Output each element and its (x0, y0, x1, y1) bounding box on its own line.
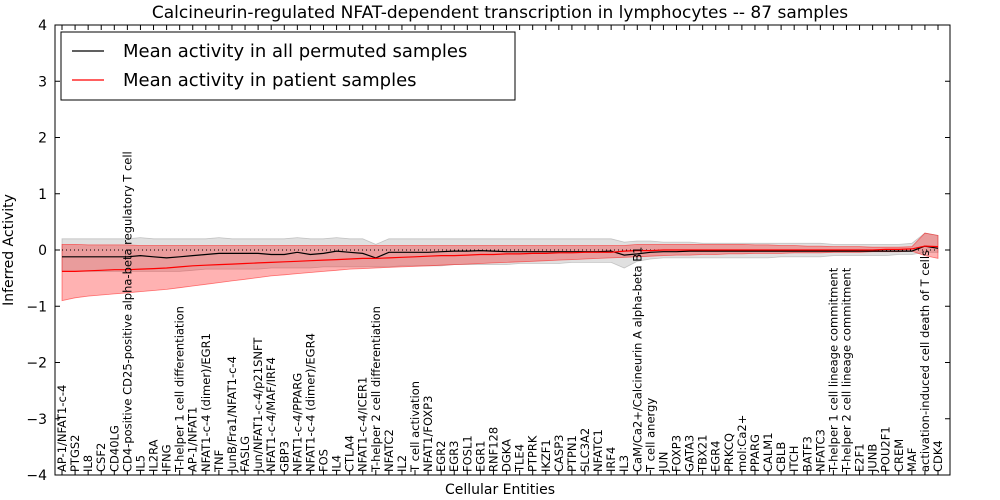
x-category-label: CDK4 (931, 440, 945, 472)
x-category-label: PTPRK (526, 435, 540, 472)
x-category-label: NFAT1-c-4 (dimer)/EGR4 (303, 333, 317, 472)
x-axis-label: Cellular Entities (445, 482, 555, 498)
x-category-label: GBP3 (277, 441, 291, 472)
x-category-label: FOS (317, 449, 331, 472)
y-tick-label: −4 (26, 468, 47, 484)
x-category-label: CD40LG (107, 425, 121, 472)
x-category-label: JUNB (866, 444, 880, 473)
x-category-label: CREM (892, 439, 906, 472)
x-category-label: T-helper 1 cell differentiation (173, 306, 187, 473)
x-category-label: EGR2 (434, 441, 448, 473)
x-category-label: EGR3 (447, 441, 461, 473)
x-category-label: NFAT1-c-4/PPARG (290, 373, 304, 472)
y-tick-label: −3 (26, 412, 47, 428)
y-tick-label: 2 (38, 131, 47, 147)
x-category-label: IFNG (160, 444, 174, 472)
x-category-label: GATA3 (683, 435, 697, 472)
x-category-label: TBX21 (696, 435, 710, 473)
x-category-label: FOSL1 (460, 435, 474, 472)
x-category-label: NFAT1/FOXP3 (421, 396, 435, 472)
y-axis-label: Inferred Activity (1, 194, 17, 306)
y-tick-label: 4 (38, 18, 47, 34)
x-category-label: E2F1 (853, 443, 867, 472)
x-category-label: JunB/Fra1/NFAT1-c-4 (225, 356, 239, 473)
chart-title: Calcineurin-regulated NFAT-dependent tra… (152, 3, 848, 23)
y-tick-label: −2 (26, 356, 47, 372)
y-tick-label: 3 (38, 74, 47, 90)
x-category-label: IL8 (81, 455, 95, 472)
x-category-label: NFATC2 (382, 429, 396, 472)
x-category-label: IL2RA (147, 439, 161, 472)
x-category-label: AP-1/NFAT1-c-4 (55, 385, 69, 472)
y-tick-label: −1 (26, 299, 47, 315)
x-category-label: CALM1 (761, 432, 775, 472)
x-category-label: NFAT1-c-4 (dimer)/EGR1 (199, 333, 213, 472)
x-category-label: EGR4 (709, 441, 723, 473)
x-category-label: RNF128 (487, 427, 501, 472)
x-category-label: CD4-positive CD25-positive alpha-beta re… (120, 151, 134, 472)
x-category-label: POU2F1 (879, 426, 893, 472)
x-category-label: IL3 (617, 455, 631, 472)
x-category-label: IL5 (133, 455, 147, 472)
x-category-label: CBLB (774, 442, 788, 472)
legend-box (60, 31, 516, 101)
x-category-label: CTLA4 (343, 435, 357, 472)
x-category-label: mol:Ca2+ (735, 415, 749, 472)
x-category-label: NFAT1-c-4/MAF/IRF4 (264, 357, 278, 472)
x-category-label: Jun/NFAT1-c-4/p21SNFT (251, 337, 265, 473)
y-tick-label: 0 (38, 243, 47, 259)
x-category-label: PTPN1 (565, 435, 579, 472)
x-category-label: T-helper 2 cell lineage commitment (840, 267, 854, 473)
series-line-0 (62, 245, 939, 259)
x-category-label: IL4 (330, 455, 344, 472)
x-category-label: TNF (212, 450, 226, 473)
x-category-label: CSF2 (94, 443, 108, 472)
x-category-label: PRKCQ (722, 433, 736, 472)
x-category-label: PPARG (748, 434, 762, 472)
x-category-label: MAF (905, 448, 919, 472)
x-category-label: IKZF1 (539, 439, 553, 472)
y-tick-label: 1 (38, 187, 47, 203)
x-category-label: IRF4 (604, 447, 618, 472)
x-category-label: ITCH (787, 446, 801, 472)
legend-label: Mean activity in patient samples (123, 70, 417, 91)
legend-label: Mean activity in all permuted samples (123, 41, 467, 62)
x-category-label: CASP3 (552, 435, 566, 472)
plot-frame (54, 24, 951, 476)
x-category-label: CaM/Ca2+/Calcineurin A alpha-beta B1 (630, 247, 644, 472)
x-category-label: NFATC3 (813, 429, 827, 472)
x-category-label: JUN (656, 452, 670, 473)
x-category-label: T cell anergy (643, 398, 657, 473)
x-category-label: FASLG (238, 436, 252, 472)
x-category-label: FOXP3 (670, 435, 684, 472)
x-category-label: AP-1/NFAT1 (186, 407, 200, 472)
x-category-label: T cell activation (408, 381, 422, 473)
x-category-label: EGR1 (473, 441, 487, 473)
x-category-label: DGKA (500, 439, 514, 472)
x-category-label: NFATC1 (591, 429, 605, 472)
x-category-label: BATF3 (800, 436, 814, 472)
x-category-label: T-helper 1 cell lineage commitment (826, 267, 840, 473)
x-category-label: activation-induced cell death of T cells (918, 250, 932, 472)
x-category-label: T-helper 2 cell differentiation (369, 306, 383, 473)
x-category-label: IL2 (395, 455, 409, 472)
x-category-label: PTGS2 (68, 435, 82, 473)
x-category-label: TLE4 (513, 444, 527, 473)
series-line-1 (62, 245, 939, 272)
x-category-label: SLC3A2 (578, 428, 592, 472)
x-category-label: NFAT1-c-4/ICER1 (356, 377, 370, 472)
legend: Mean activity in all permuted samples Mea… (60, 31, 516, 101)
